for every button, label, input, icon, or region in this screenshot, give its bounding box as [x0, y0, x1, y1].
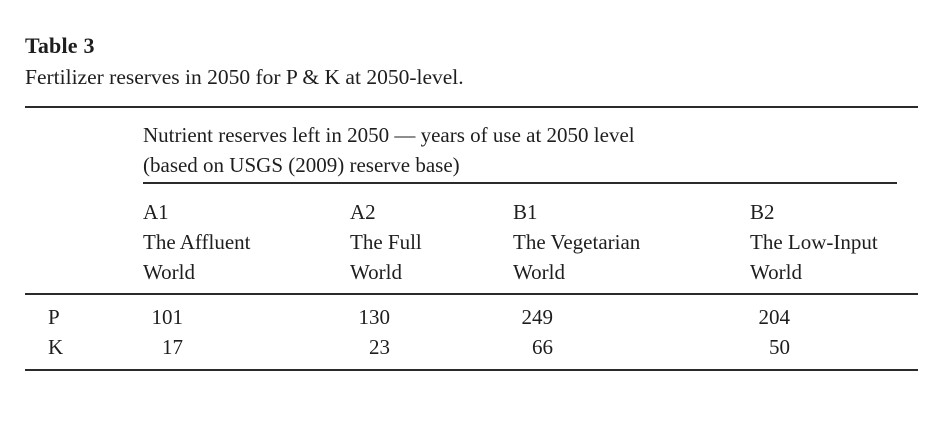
cell-value: 66 — [532, 335, 553, 359]
table-cell: 66 — [513, 332, 750, 362]
row-label: K — [48, 335, 64, 359]
column-name-line1: The Affluent — [143, 230, 251, 254]
cell-value: 23 — [369, 335, 390, 359]
top-rule — [25, 106, 918, 108]
column-name-line1: The Low-Input — [750, 230, 878, 254]
column-name-line1: The Vegetarian — [513, 230, 641, 254]
column-code: A2 — [350, 200, 376, 224]
spanner-header: Nutrient reserves left in 2050 — years o… — [143, 108, 897, 184]
column-name-line2: World — [350, 260, 402, 284]
header-cell-b2: B2 The Low-Input World — [750, 197, 918, 287]
spanner-header-line2: (based on USGS (2009) reserve base) — [143, 153, 460, 177]
column-code: B1 — [513, 200, 538, 224]
table-cell: 23 — [350, 332, 513, 362]
cell-value: 101 — [151, 305, 184, 329]
mid-rule — [25, 293, 918, 295]
column-name-line1: The Full — [350, 230, 422, 254]
header-cell-empty — [25, 197, 143, 287]
spanner-header-line1: Nutrient reserves left in 2050 — years o… — [143, 123, 635, 147]
table-cell: 249 — [513, 302, 750, 332]
table-caption: Fertilizer reserves in 2050 for P & K at… — [25, 65, 464, 89]
table-cell: 130 — [350, 302, 513, 332]
row-label: P — [48, 305, 60, 329]
table-row-k: K 17 23 66 50 — [25, 332, 918, 362]
column-code: B2 — [750, 200, 775, 224]
column-code: A1 — [143, 200, 169, 224]
header-cell-a2: A2 The Full World — [350, 197, 513, 287]
bottom-rule — [25, 369, 918, 371]
cell-value: 249 — [521, 305, 554, 329]
column-name-line2: World — [750, 260, 802, 284]
table-cell: 204 — [750, 302, 918, 332]
table-body: P 101 130 249 204 K 17 23 66 50 — [25, 295, 918, 369]
table-row-p: P 101 130 249 204 — [25, 302, 918, 332]
header-cell-a1: A1 The Affluent World — [143, 197, 350, 287]
table-cell: 101 — [143, 302, 350, 332]
cell-value: 17 — [162, 335, 183, 359]
column-name-line2: World — [143, 260, 195, 284]
cell-value: 204 — [758, 305, 791, 329]
header-cell-b1: B1 The Vegetarian World — [513, 197, 750, 287]
table-cell: 17 — [143, 332, 350, 362]
table-title: Table 3 — [25, 33, 95, 58]
column-name-line2: World — [513, 260, 565, 284]
data-table: Nutrient reserves left in 2050 — years o… — [25, 106, 918, 371]
cell-value: 130 — [358, 305, 391, 329]
cell-value: 50 — [769, 335, 790, 359]
table-cell: 50 — [750, 332, 918, 362]
column-header-row: A1 The Affluent World A2 The Full World … — [25, 184, 918, 293]
